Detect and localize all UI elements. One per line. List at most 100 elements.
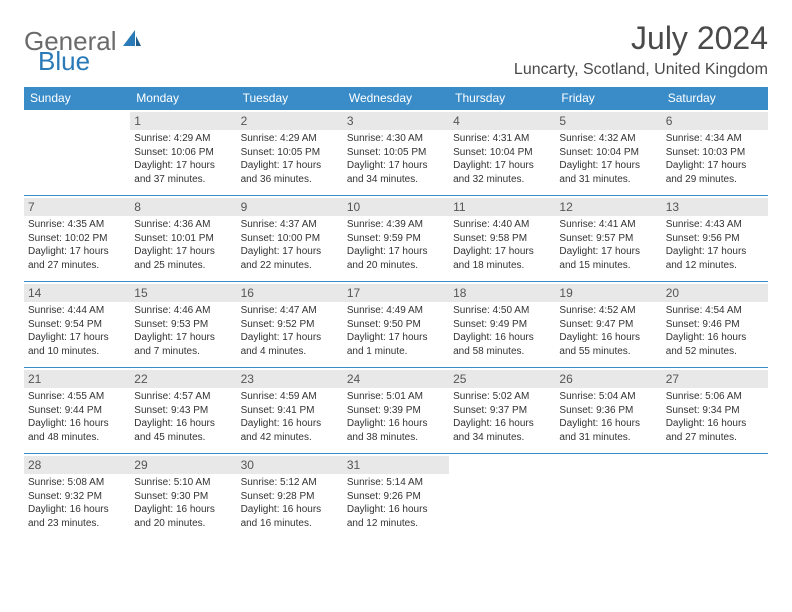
sunrise-line: Sunrise: 5:04 AM bbox=[559, 390, 657, 404]
sunrise-line: Sunrise: 4:40 AM bbox=[453, 218, 551, 232]
calendar-day-cell: 8Sunrise: 4:36 AMSunset: 10:01 PMDayligh… bbox=[130, 196, 236, 282]
day-number: 27 bbox=[662, 370, 768, 388]
logo-text-blue-wrap: Blue bbox=[38, 46, 90, 77]
day-number: 5 bbox=[555, 112, 661, 130]
sunset-line: Sunset: 9:28 PM bbox=[241, 490, 339, 504]
sunrise-line: Sunrise: 5:06 AM bbox=[666, 390, 764, 404]
calendar-week-row: 28Sunrise: 5:08 AMSunset: 9:32 PMDayligh… bbox=[24, 454, 768, 540]
calendar-day-cell: 18Sunrise: 4:50 AMSunset: 9:49 PMDayligh… bbox=[449, 282, 555, 368]
daylight-line: Daylight: 16 hours and 23 minutes. bbox=[28, 503, 126, 530]
sunset-line: Sunset: 9:41 PM bbox=[241, 404, 339, 418]
sunrise-line: Sunrise: 5:08 AM bbox=[28, 476, 126, 490]
day-number: 10 bbox=[343, 198, 449, 216]
day-number: 25 bbox=[449, 370, 555, 388]
daylight-line: Daylight: 16 hours and 58 minutes. bbox=[453, 331, 551, 358]
daylight-line: Daylight: 16 hours and 16 minutes. bbox=[241, 503, 339, 530]
day-number: 2 bbox=[237, 112, 343, 130]
day-number: 26 bbox=[555, 370, 661, 388]
sunset-line: Sunset: 9:53 PM bbox=[134, 318, 232, 332]
month-title: July 2024 bbox=[514, 20, 768, 57]
sunrise-line: Sunrise: 4:35 AM bbox=[28, 218, 126, 232]
weekday-header: Friday bbox=[555, 87, 661, 110]
day-number: 16 bbox=[237, 284, 343, 302]
calendar-day-cell: 26Sunrise: 5:04 AMSunset: 9:36 PMDayligh… bbox=[555, 368, 661, 454]
calendar-day-cell: 15Sunrise: 4:46 AMSunset: 9:53 PMDayligh… bbox=[130, 282, 236, 368]
sunrise-line: Sunrise: 4:29 AM bbox=[134, 132, 232, 146]
day-number: 15 bbox=[130, 284, 236, 302]
sunset-line: Sunset: 10:04 PM bbox=[559, 146, 657, 160]
daylight-line: Daylight: 16 hours and 48 minutes. bbox=[28, 417, 126, 444]
sunset-line: Sunset: 10:01 PM bbox=[134, 232, 232, 246]
calendar-day-cell: 5Sunrise: 4:32 AMSunset: 10:04 PMDayligh… bbox=[555, 110, 661, 196]
calendar-day-cell: 30Sunrise: 5:12 AMSunset: 9:28 PMDayligh… bbox=[237, 454, 343, 540]
daylight-line: Daylight: 16 hours and 34 minutes. bbox=[453, 417, 551, 444]
daylight-line: Daylight: 17 hours and 36 minutes. bbox=[241, 159, 339, 186]
daylight-line: Daylight: 17 hours and 27 minutes. bbox=[28, 245, 126, 272]
sunset-line: Sunset: 9:54 PM bbox=[28, 318, 126, 332]
sunset-line: Sunset: 9:59 PM bbox=[347, 232, 445, 246]
daylight-line: Daylight: 17 hours and 22 minutes. bbox=[241, 245, 339, 272]
calendar-day-cell: 12Sunrise: 4:41 AMSunset: 9:57 PMDayligh… bbox=[555, 196, 661, 282]
weekday-header: Sunday bbox=[24, 87, 130, 110]
sunset-line: Sunset: 9:46 PM bbox=[666, 318, 764, 332]
logo-text-blue: Blue bbox=[38, 46, 90, 76]
day-number: 31 bbox=[343, 456, 449, 474]
day-number: 11 bbox=[449, 198, 555, 216]
calendar-day-cell: 11Sunrise: 4:40 AMSunset: 9:58 PMDayligh… bbox=[449, 196, 555, 282]
sunrise-line: Sunrise: 5:14 AM bbox=[347, 476, 445, 490]
sunrise-line: Sunrise: 5:01 AM bbox=[347, 390, 445, 404]
sunset-line: Sunset: 9:50 PM bbox=[347, 318, 445, 332]
sunrise-line: Sunrise: 4:34 AM bbox=[666, 132, 764, 146]
location-text: Luncarty, Scotland, United Kingdom bbox=[514, 61, 768, 79]
sunset-line: Sunset: 9:39 PM bbox=[347, 404, 445, 418]
calendar-day-cell: 2Sunrise: 4:29 AMSunset: 10:05 PMDayligh… bbox=[237, 110, 343, 196]
weekday-header-row: Sunday Monday Tuesday Wednesday Thursday… bbox=[24, 87, 768, 110]
daylight-line: Daylight: 17 hours and 10 minutes. bbox=[28, 331, 126, 358]
calendar-table: Sunday Monday Tuesday Wednesday Thursday… bbox=[24, 87, 768, 540]
calendar-day-cell: 7Sunrise: 4:35 AMSunset: 10:02 PMDayligh… bbox=[24, 196, 130, 282]
weekday-header: Tuesday bbox=[237, 87, 343, 110]
sunrise-line: Sunrise: 4:54 AM bbox=[666, 304, 764, 318]
sunset-line: Sunset: 9:36 PM bbox=[559, 404, 657, 418]
sunset-line: Sunset: 9:44 PM bbox=[28, 404, 126, 418]
sunset-line: Sunset: 10:00 PM bbox=[241, 232, 339, 246]
calendar-day-cell: 19Sunrise: 4:52 AMSunset: 9:47 PMDayligh… bbox=[555, 282, 661, 368]
day-number: 29 bbox=[130, 456, 236, 474]
day-number: 24 bbox=[343, 370, 449, 388]
day-number: 19 bbox=[555, 284, 661, 302]
sunset-line: Sunset: 9:57 PM bbox=[559, 232, 657, 246]
calendar-day-cell: 16Sunrise: 4:47 AMSunset: 9:52 PMDayligh… bbox=[237, 282, 343, 368]
sunrise-line: Sunrise: 4:37 AM bbox=[241, 218, 339, 232]
sunrise-line: Sunrise: 4:55 AM bbox=[28, 390, 126, 404]
day-number: 13 bbox=[662, 198, 768, 216]
calendar-day-cell bbox=[555, 454, 661, 540]
daylight-line: Daylight: 17 hours and 7 minutes. bbox=[134, 331, 232, 358]
daylight-line: Daylight: 17 hours and 37 minutes. bbox=[134, 159, 232, 186]
calendar-day-cell: 28Sunrise: 5:08 AMSunset: 9:32 PMDayligh… bbox=[24, 454, 130, 540]
day-number: 23 bbox=[237, 370, 343, 388]
sunset-line: Sunset: 9:30 PM bbox=[134, 490, 232, 504]
calendar-day-cell: 3Sunrise: 4:30 AMSunset: 10:05 PMDayligh… bbox=[343, 110, 449, 196]
calendar-day-cell: 23Sunrise: 4:59 AMSunset: 9:41 PMDayligh… bbox=[237, 368, 343, 454]
day-number: 9 bbox=[237, 198, 343, 216]
daylight-line: Daylight: 16 hours and 38 minutes. bbox=[347, 417, 445, 444]
calendar-day-cell: 22Sunrise: 4:57 AMSunset: 9:43 PMDayligh… bbox=[130, 368, 236, 454]
sunset-line: Sunset: 9:58 PM bbox=[453, 232, 551, 246]
sunrise-line: Sunrise: 4:57 AM bbox=[134, 390, 232, 404]
calendar-day-cell: 1Sunrise: 4:29 AMSunset: 10:06 PMDayligh… bbox=[130, 110, 236, 196]
day-number: 1 bbox=[130, 112, 236, 130]
calendar-day-cell: 10Sunrise: 4:39 AMSunset: 9:59 PMDayligh… bbox=[343, 196, 449, 282]
daylight-line: Daylight: 17 hours and 4 minutes. bbox=[241, 331, 339, 358]
header: General July 2024 Luncarty, Scotland, Un… bbox=[24, 20, 768, 79]
sunset-line: Sunset: 9:37 PM bbox=[453, 404, 551, 418]
day-number: 28 bbox=[24, 456, 130, 474]
day-number: 30 bbox=[237, 456, 343, 474]
daylight-line: Daylight: 16 hours and 55 minutes. bbox=[559, 331, 657, 358]
calendar-day-cell bbox=[24, 110, 130, 196]
sunset-line: Sunset: 9:56 PM bbox=[666, 232, 764, 246]
weekday-header: Wednesday bbox=[343, 87, 449, 110]
sunset-line: Sunset: 10:05 PM bbox=[241, 146, 339, 160]
day-number: 21 bbox=[24, 370, 130, 388]
sunrise-line: Sunrise: 4:50 AM bbox=[453, 304, 551, 318]
daylight-line: Daylight: 16 hours and 27 minutes. bbox=[666, 417, 764, 444]
